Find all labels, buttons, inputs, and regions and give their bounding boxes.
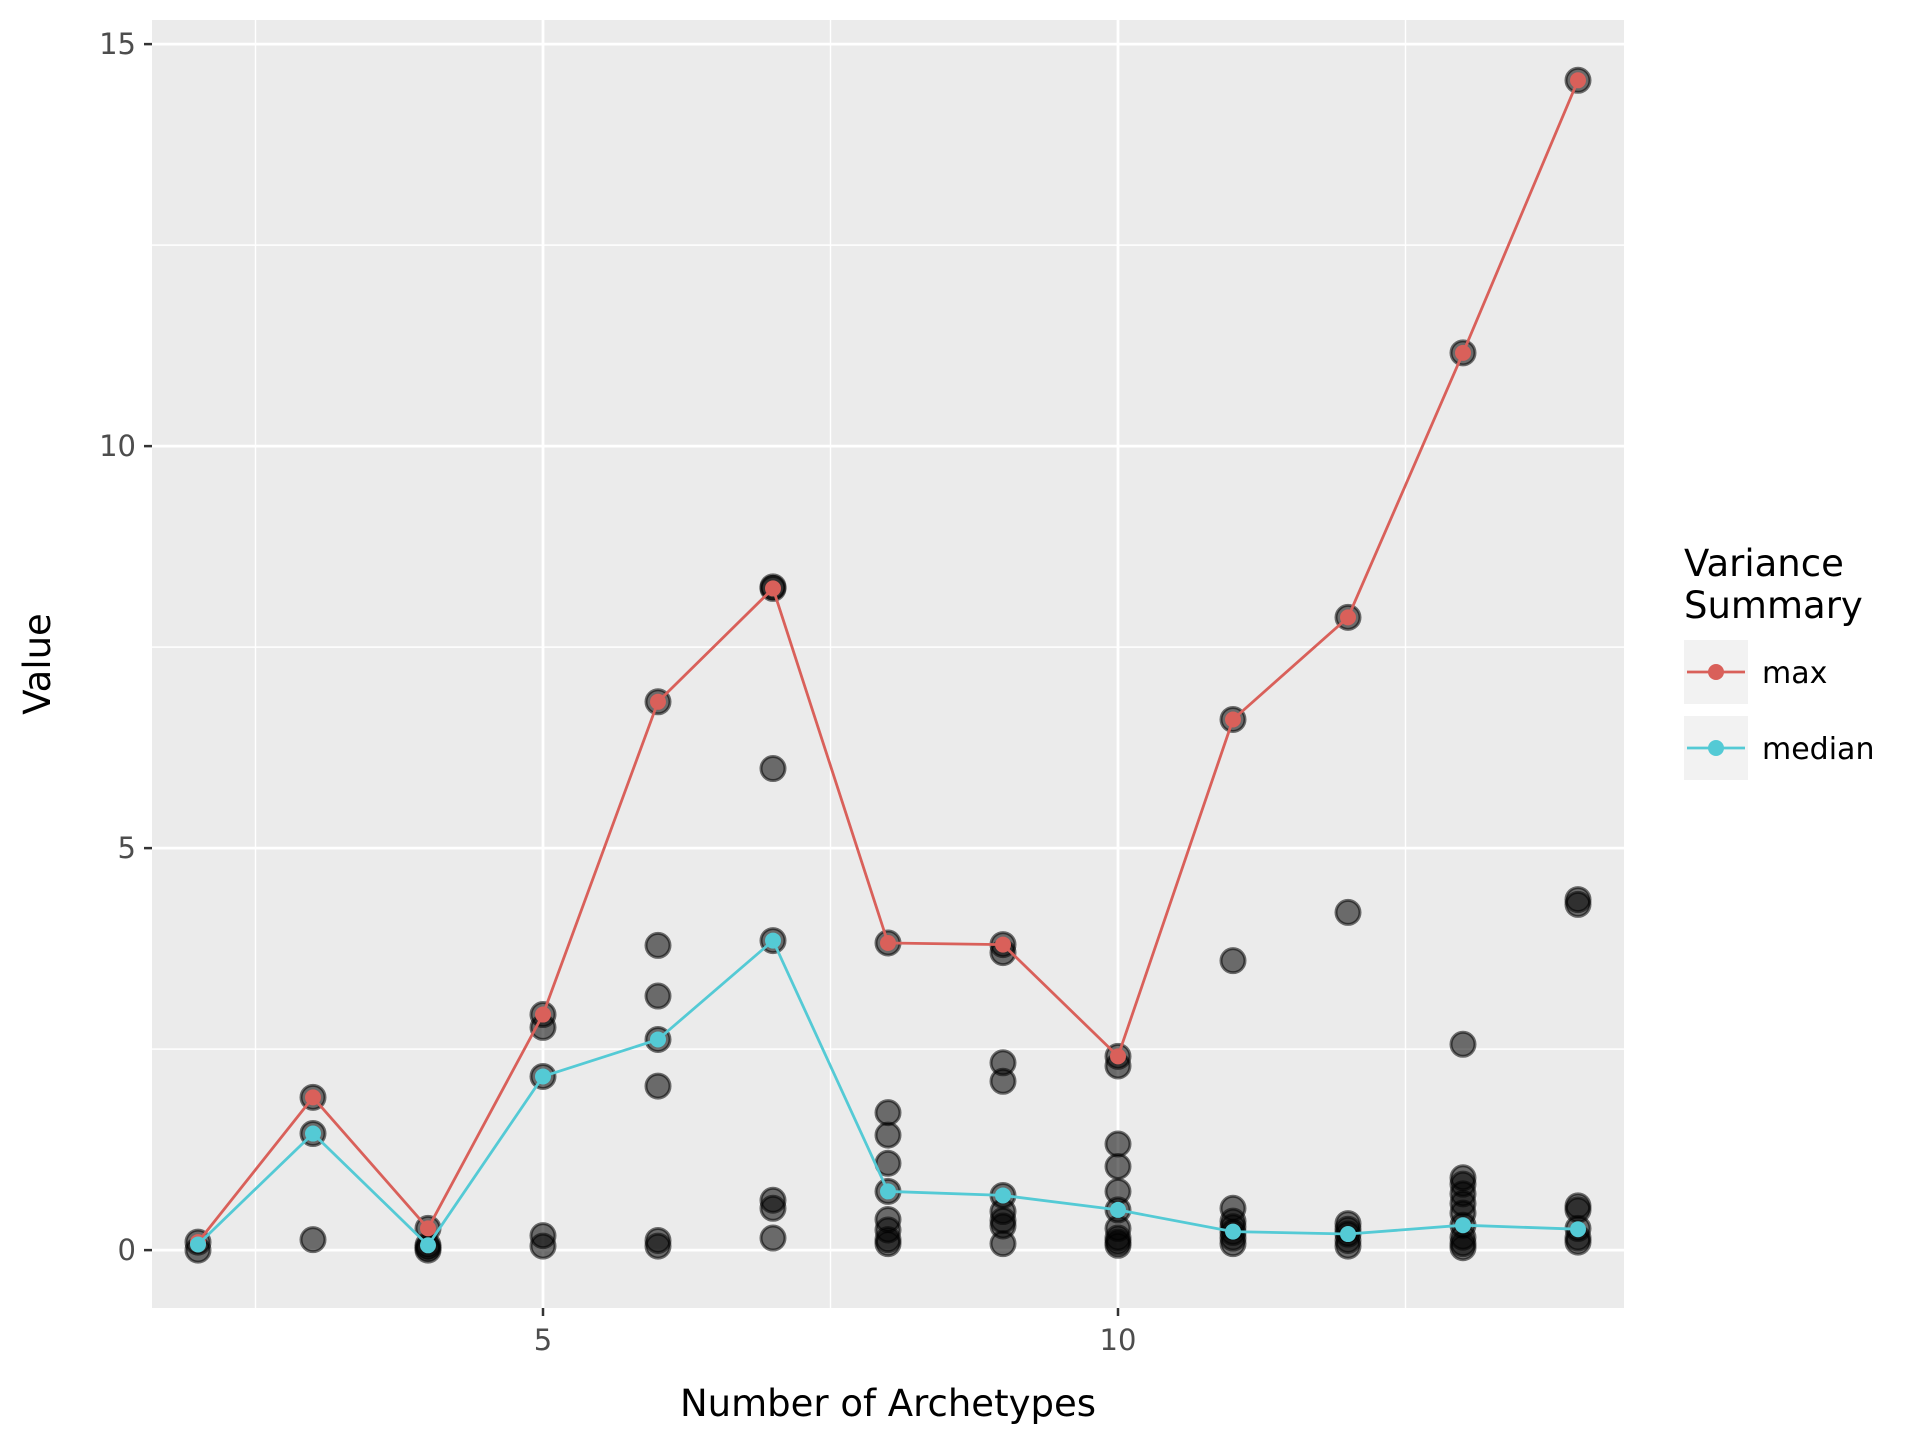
series-point-max bbox=[880, 934, 896, 951]
data-point bbox=[1334, 898, 1362, 926]
data-point bbox=[759, 1224, 787, 1252]
data-point bbox=[1564, 1192, 1592, 1220]
data-point bbox=[1104, 1152, 1132, 1180]
minor-grid bbox=[152, 20, 1624, 1308]
data-point bbox=[1104, 1130, 1132, 1158]
legend-title: Summary bbox=[1684, 584, 1863, 627]
series-point-median bbox=[1570, 1221, 1586, 1238]
legend-key-marker-max bbox=[1708, 664, 1724, 680]
data-point bbox=[874, 1206, 902, 1234]
data-point bbox=[644, 931, 672, 959]
series-point-median bbox=[535, 1068, 551, 1085]
series-point-max bbox=[420, 1220, 436, 1237]
y-axis-title: Value bbox=[16, 613, 59, 715]
data-point bbox=[1104, 1177, 1132, 1205]
legend-title: Variance bbox=[1684, 542, 1844, 585]
series-point-median bbox=[880, 1183, 896, 1200]
series-point-max bbox=[1340, 609, 1356, 626]
y-tick-label: 5 bbox=[118, 831, 136, 865]
series-point-median bbox=[995, 1187, 1011, 1204]
series-point-max bbox=[535, 1006, 551, 1023]
legend-label-median: median bbox=[1762, 732, 1874, 767]
series-point-max bbox=[1455, 344, 1471, 361]
series-point-median bbox=[420, 1237, 436, 1254]
data-point bbox=[874, 1121, 902, 1149]
data-point bbox=[644, 982, 672, 1010]
series-point-median bbox=[1225, 1223, 1241, 1240]
data-point bbox=[759, 755, 787, 783]
data-point bbox=[1449, 1030, 1477, 1058]
legend-key-marker-median bbox=[1708, 740, 1724, 756]
y-tick-label: 0 bbox=[118, 1233, 136, 1267]
y-tick-label: 15 bbox=[99, 27, 136, 61]
data-point bbox=[989, 1049, 1017, 1077]
series-point-max bbox=[305, 1089, 321, 1106]
major-grid bbox=[152, 20, 1624, 1308]
summary-series bbox=[190, 72, 1586, 1254]
data-point bbox=[759, 1186, 787, 1214]
axes: 5 10 0 5 10 15 bbox=[99, 27, 1136, 1357]
x-axis-title: Number of Archetypes bbox=[680, 1382, 1096, 1425]
data-point bbox=[1219, 1194, 1247, 1222]
x-tick-label: 10 bbox=[1100, 1323, 1137, 1357]
x-tick-label: 5 bbox=[534, 1323, 552, 1357]
series-point-median bbox=[1110, 1201, 1126, 1218]
plot-panel bbox=[152, 20, 1624, 1308]
series-point-median bbox=[190, 1236, 206, 1253]
data-point bbox=[1564, 886, 1592, 914]
series-point-median bbox=[1455, 1217, 1471, 1234]
data-point bbox=[299, 1226, 327, 1254]
series-point-max bbox=[765, 580, 781, 597]
data-point bbox=[1219, 947, 1247, 975]
series-point-median bbox=[305, 1125, 321, 1142]
data-point bbox=[644, 1226, 672, 1254]
series-point-max bbox=[650, 693, 666, 710]
series-point-median bbox=[650, 1031, 666, 1048]
data-point bbox=[644, 1072, 672, 1100]
y-tick-label: 10 bbox=[99, 429, 136, 463]
series-point-max bbox=[1110, 1048, 1126, 1065]
series-point-max bbox=[995, 936, 1011, 953]
data-point bbox=[1449, 1164, 1477, 1192]
series-point-median bbox=[1340, 1226, 1356, 1243]
series-point-max bbox=[1570, 72, 1586, 89]
legend-label-max: max bbox=[1762, 656, 1827, 691]
series-point-median bbox=[765, 932, 781, 949]
data-point bbox=[874, 1099, 902, 1127]
data-point bbox=[529, 1222, 557, 1250]
series-point-max bbox=[1225, 711, 1241, 728]
